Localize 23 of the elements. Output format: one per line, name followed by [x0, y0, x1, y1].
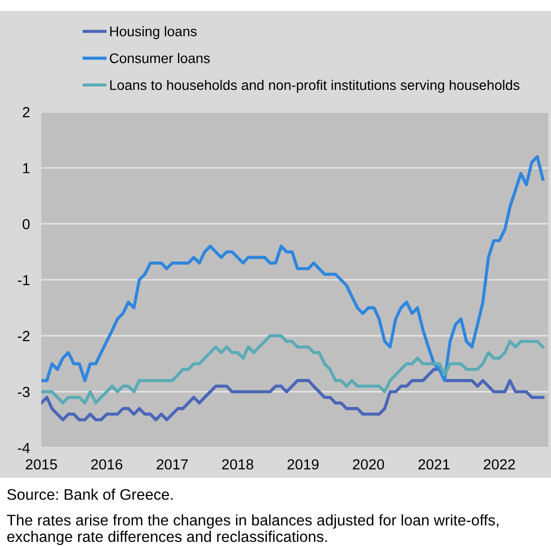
legend-label: Loans to households and non-profit institutions serving households: [110, 80, 520, 93]
y-tick-label: -4: [18, 442, 30, 454]
x-tick-label: 2018: [222, 459, 254, 470]
y-tick-label: 1: [23, 163, 30, 174]
y-tick-label: -1: [18, 275, 30, 286]
legend-label: Consumer loans: [110, 52, 210, 64]
x-tick-label: 2020: [352, 459, 384, 470]
x-tick-label: 2019: [288, 459, 319, 470]
x-tick-label: 2022: [484, 459, 515, 470]
line-series: [41, 368, 544, 422]
line-series: [41, 155, 544, 382]
text: The rates arise from the changes in balances adjusted for loan write-offs, exchange rate differences and reclassifications.: [6, 514, 498, 546]
source-note: Source: Bank of Greece.: [7, 488, 173, 500]
x-tick-label: 2016: [91, 459, 122, 470]
y-tick-label: 0: [22, 218, 30, 230]
legend-label: Housing loans: [110, 26, 197, 40]
x-tick-label: 2015: [26, 459, 57, 470]
y-tick-label: 2: [22, 107, 30, 118]
line-series: [41, 334, 544, 404]
x-tick-label: 2021: [418, 459, 450, 470]
y-tick-label: -2: [18, 330, 30, 342]
x-tick-label: 2017: [156, 459, 188, 470]
y-tick-label: -3: [18, 386, 30, 398]
